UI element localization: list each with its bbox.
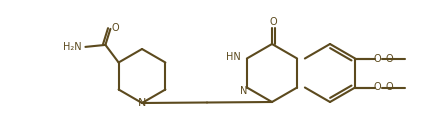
Text: HN: HN <box>226 52 241 62</box>
Text: O: O <box>373 54 381 64</box>
Text: H₂N: H₂N <box>63 42 82 52</box>
Text: O: O <box>385 54 393 64</box>
Text: O: O <box>269 17 277 27</box>
Text: O: O <box>112 23 119 33</box>
Text: N: N <box>138 98 146 108</box>
Text: O: O <box>385 82 393 92</box>
Text: O: O <box>373 82 381 92</box>
Text: N: N <box>240 85 247 95</box>
